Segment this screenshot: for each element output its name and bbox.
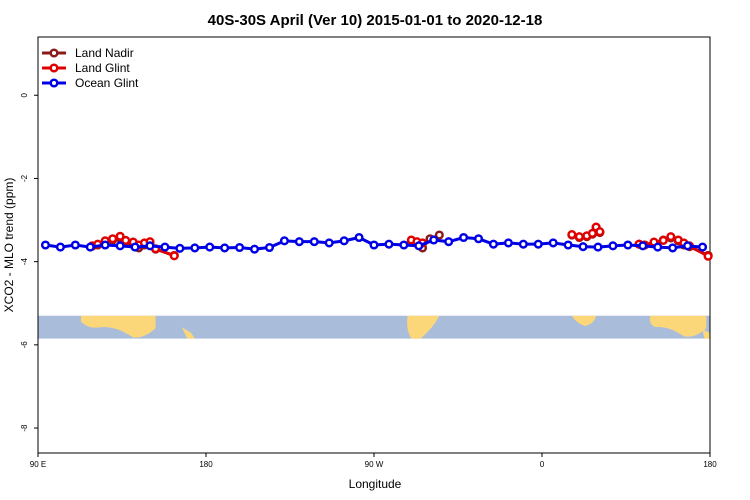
point-2-24 [399,240,409,250]
legend-marker-1 [49,63,59,73]
series-land-glint [87,222,713,261]
point-2-36 [578,242,588,252]
y-tick-label-2: -4 [20,258,29,266]
y-tick-label-1: -2 [20,174,29,182]
landmass-2 [407,315,440,339]
point-1-3 [108,234,118,244]
point-2-6 [130,242,140,252]
landmass-3 [571,315,597,327]
point-2-31 [503,238,513,248]
world-map-band [38,315,710,339]
x-tick-label-1: 180 [199,460,213,469]
y-axis: 0 -2 -4 -6 -8 [20,92,38,432]
point-2-25 [414,241,424,251]
point-2-1 [55,242,65,252]
point-2-20 [339,236,349,246]
legend-marker-2 [49,78,59,88]
x-tick-label-3: 0 [540,460,545,469]
point-2-41 [653,242,663,252]
point-2-43 [683,241,693,251]
point-2-34 [548,238,558,248]
point-2-42 [668,243,678,253]
legend-marker-0 [49,48,59,58]
point-2-10 [190,243,200,253]
point-2-29 [473,234,484,244]
x-axis: 90 E 180 90 W 0 180 [30,453,717,469]
point-1-16 [574,232,584,242]
point-2-27 [444,237,454,247]
series-land-nadir [87,222,713,260]
x-axis-label: Longitude [349,477,402,491]
x-tick-label-0: 90 E [30,460,46,469]
y-tick-label-3: -6 [20,341,29,349]
point-2-0 [40,240,51,250]
landmass-1 [181,327,195,339]
point-2-13 [235,242,245,253]
point-2-21 [354,232,364,243]
point-2-4 [100,240,110,250]
point-2-40 [638,241,648,251]
point-2-35 [563,240,573,250]
chart-title: 40S-30S April (Ver 10) 2015-01-01 to 202… [208,12,543,29]
point-2-14 [249,244,260,254]
point-2-17 [294,237,304,247]
point-2-8 [160,242,170,252]
point-2-22 [369,240,379,250]
point-2-5 [115,241,125,251]
point-2-39 [623,240,633,250]
point-2-37 [593,242,603,252]
point-2-38 [608,241,618,251]
point-0-16 [434,230,444,240]
landmass-4 [649,315,707,337]
point-2-23 [384,239,394,249]
point-2-11 [205,242,215,252]
point-1-4 [115,231,125,241]
point-2-7 [145,241,155,251]
point-1-20 [595,227,605,237]
legend-label-1: Land Glint [75,61,130,75]
point-2-32 [518,239,528,249]
point-1-29 [703,251,713,261]
point-2-44 [697,242,708,252]
x-tick-label-4: 180 [703,460,717,469]
x-tick-label-2: 90 W [365,460,384,469]
point-2-19 [324,238,334,248]
point-2-30 [488,239,499,249]
landmass-0 [80,315,156,338]
point-2-16 [279,236,289,246]
legend-label-0: Land Nadir [75,46,134,60]
point-2-15 [264,242,275,253]
point-2-2 [70,240,80,250]
ocean-band [38,315,710,339]
point-1-15 [567,230,577,240]
point-2-26 [429,235,439,245]
landmass-5 [702,329,710,339]
y-tick-label-0: 0 [20,92,29,97]
point-2-12 [220,243,230,253]
point-1-11 [169,251,179,261]
y-tick-label-4: -8 [20,424,29,432]
point-2-9 [175,243,185,253]
point-2-28 [459,232,469,243]
point-1-25 [666,232,676,242]
legend-label-2: Ocean Glint [75,76,139,90]
point-2-18 [309,237,319,247]
y-axis-label: XCO2 - MLO trend (ppm) [2,178,16,313]
series-ocean-glint [40,232,708,254]
point-2-3 [85,242,95,252]
point-2-33 [533,239,543,249]
point-1-24 [658,235,668,245]
series-layer [40,222,713,261]
